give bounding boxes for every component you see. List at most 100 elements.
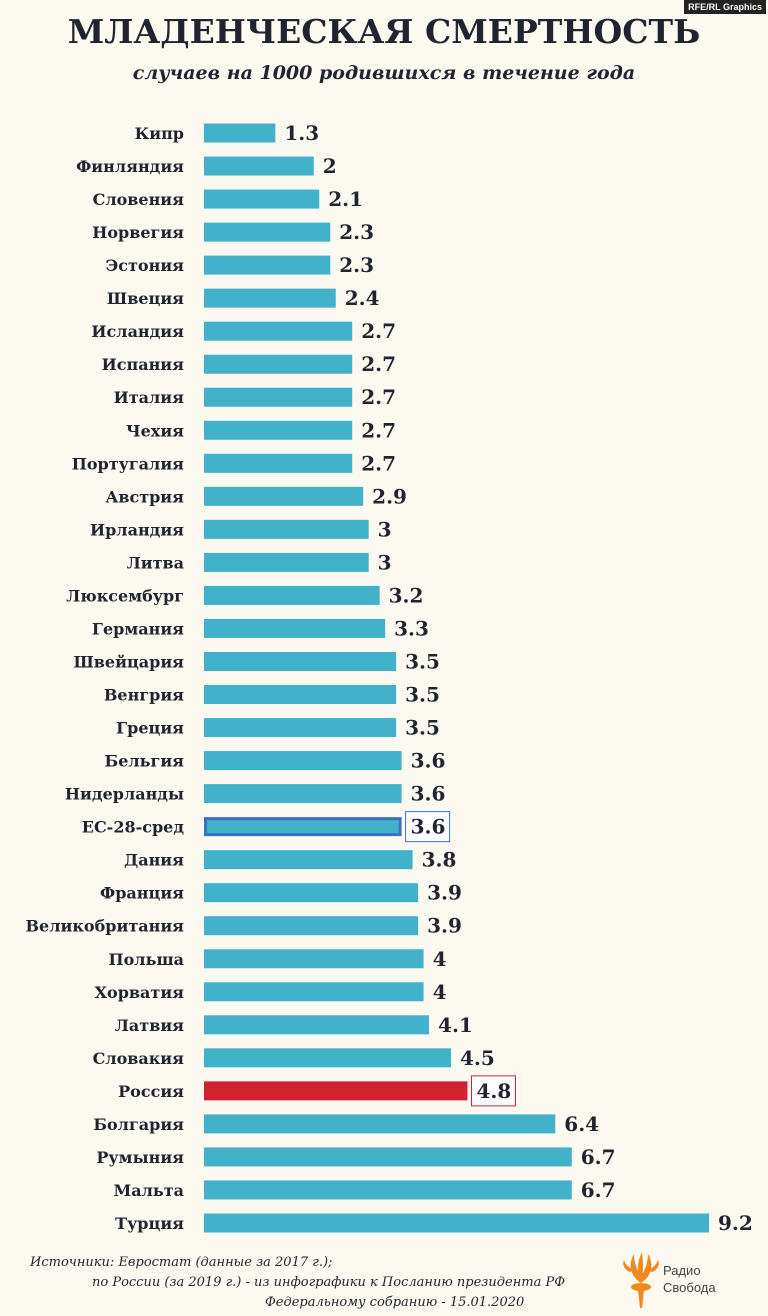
chart-subtitle: случаев на 1000 родившихся в течение год… bbox=[132, 62, 636, 84]
bar-румыния bbox=[204, 1147, 572, 1167]
category-label-дания: Дания bbox=[124, 851, 184, 870]
category-label-хорватия: Хорватия bbox=[95, 983, 185, 1002]
source-note: Источники: Евростат (данные за 2017 г.);… bbox=[0, 1253, 620, 1313]
bar-словения bbox=[204, 189, 320, 209]
value-label-люксембург: 3.2 bbox=[389, 583, 424, 607]
category-label-норвегия: Норвегия bbox=[92, 223, 184, 242]
value-label-австрия: 2.9 bbox=[372, 484, 407, 508]
category-label-греция: Греция bbox=[116, 719, 184, 738]
value-label-греция: 3.5 bbox=[405, 716, 440, 740]
value-label-нидерланды: 3.6 bbox=[411, 782, 446, 806]
value-label-венгрия: 3.5 bbox=[405, 683, 440, 707]
category-label-кипр: Кипр bbox=[135, 124, 184, 143]
bar-ирландия bbox=[204, 519, 369, 539]
value-label-швейцария: 3.5 bbox=[405, 649, 440, 673]
category-label-нидерланды: Нидерланды bbox=[65, 785, 184, 804]
value-label-великобритания: 3.9 bbox=[427, 914, 462, 938]
bar-франция bbox=[204, 883, 419, 903]
bar-норвегия bbox=[204, 222, 331, 242]
bar-словакия bbox=[204, 1048, 452, 1068]
category-label-бельгия: Бельгия bbox=[105, 752, 185, 771]
category-label-польша: Польша bbox=[109, 950, 184, 969]
credit-badge: RFE/RL Graphics bbox=[684, 0, 766, 14]
bar-венгрия bbox=[204, 685, 397, 705]
bar-германия bbox=[204, 618, 386, 638]
value-label-дания: 3.8 bbox=[422, 848, 457, 872]
value-label-мальта: 6.7 bbox=[581, 1178, 616, 1202]
bar-швейцария bbox=[204, 651, 397, 671]
category-label-португалия: Португалия bbox=[72, 454, 184, 473]
bar-chart: Кипр 1.3 Финляндия 2 Словения 2.1 Норвегия 2.3 Э… bbox=[26, 121, 753, 1235]
value-label-словения: 2.1 bbox=[328, 187, 363, 211]
bar-польша bbox=[204, 949, 424, 969]
category-label-великобритания: Великобритания bbox=[26, 917, 185, 936]
bar-португалия bbox=[204, 453, 353, 473]
source-line-1: Источники: Евростат (данные за 2017 г.); bbox=[30, 1255, 333, 1270]
value-box-россия bbox=[470, 1075, 516, 1107]
logo-line-2: Свобода bbox=[663, 1280, 716, 1295]
bar-австрия bbox=[204, 486, 364, 506]
category-label-испания: Испания bbox=[102, 355, 185, 374]
value-label-словакия: 4.5 bbox=[460, 1046, 495, 1070]
bar-финляндия bbox=[204, 156, 314, 176]
value-label-бельгия: 3.6 bbox=[411, 749, 446, 773]
category-label-германия: Германия bbox=[92, 619, 184, 638]
value-label-россия: 4.8 bbox=[476, 1079, 511, 1103]
value-label-ес-28-сред: 3.6 bbox=[411, 815, 446, 839]
value-label-кипр: 1.3 bbox=[284, 121, 319, 145]
bar-великобритания bbox=[204, 916, 419, 936]
bar-болгария bbox=[204, 1114, 556, 1134]
source-line-2: по России (за 2019 г.) - из инфографики … bbox=[92, 1275, 566, 1290]
category-label-эстония: Эстония bbox=[106, 256, 185, 275]
category-label-швеция: Швеция bbox=[107, 289, 184, 308]
value-label-финляндия: 2 bbox=[323, 154, 337, 178]
bar-швеция bbox=[204, 288, 336, 308]
category-label-турция: Турция bbox=[115, 1214, 184, 1233]
value-label-хорватия: 4 bbox=[433, 980, 447, 1004]
category-label-болгария: Болгария bbox=[93, 1115, 184, 1134]
bar-италия bbox=[204, 387, 353, 407]
category-label-россия: Россия bbox=[118, 1082, 184, 1101]
value-label-латвия: 4.1 bbox=[438, 1013, 473, 1037]
category-label-австрия: Австрия bbox=[105, 487, 184, 506]
category-label-ирландия: Ирландия bbox=[90, 520, 184, 539]
category-label-румыния: Румыния bbox=[96, 1148, 184, 1167]
bar-россия bbox=[204, 1081, 468, 1101]
category-label-италия: Италия bbox=[114, 388, 185, 407]
bar-турция bbox=[204, 1213, 709, 1233]
bar-исландия bbox=[204, 321, 353, 341]
value-label-испания: 2.7 bbox=[361, 352, 396, 376]
bar-испания bbox=[204, 354, 353, 374]
category-label-швейцария: Швейцария bbox=[73, 652, 184, 671]
value-label-норвегия: 2.3 bbox=[339, 220, 374, 244]
category-label-франция: Франция bbox=[100, 884, 184, 903]
bar-бельгия bbox=[204, 751, 402, 771]
value-label-франция: 3.9 bbox=[427, 881, 462, 905]
bar-мальта bbox=[204, 1180, 572, 1200]
value-label-эстония: 2.3 bbox=[339, 253, 374, 277]
chart-title: МЛАДЕНЧЕСКАЯ СМЕРТНОСТЬ bbox=[67, 12, 701, 51]
category-label-люксембург: Люксембург bbox=[66, 586, 184, 605]
category-label-ес-28-сред: ЕС-28-сред bbox=[82, 818, 185, 837]
category-label-мальта: Мальта bbox=[114, 1181, 185, 1200]
value-label-германия: 3.3 bbox=[394, 616, 429, 640]
bar-люксембург bbox=[204, 585, 380, 605]
value-label-болгария: 6.4 bbox=[564, 1112, 599, 1136]
value-label-швеция: 2.4 bbox=[345, 286, 380, 310]
category-label-словакия: Словакия bbox=[93, 1049, 185, 1068]
logo-line-1: Радио bbox=[663, 1263, 701, 1278]
bar-чехия bbox=[204, 420, 353, 440]
bar-греция bbox=[204, 718, 397, 738]
bar-эстония bbox=[204, 255, 331, 275]
category-label-венгрия: Венгрия bbox=[104, 686, 184, 705]
value-label-польша: 4 bbox=[433, 947, 447, 971]
value-label-чехия: 2.7 bbox=[361, 418, 396, 442]
bar-нидерланды bbox=[204, 784, 402, 804]
category-label-словения: Словения bbox=[93, 190, 185, 209]
bar-ес-28-сред bbox=[204, 817, 402, 837]
category-label-исландия: Исландия bbox=[91, 322, 184, 341]
value-label-исландия: 2.7 bbox=[361, 319, 396, 343]
value-label-турция: 9.2 bbox=[718, 1211, 753, 1235]
bar-литва bbox=[204, 552, 369, 572]
value-label-ирландия: 3 bbox=[378, 517, 392, 541]
